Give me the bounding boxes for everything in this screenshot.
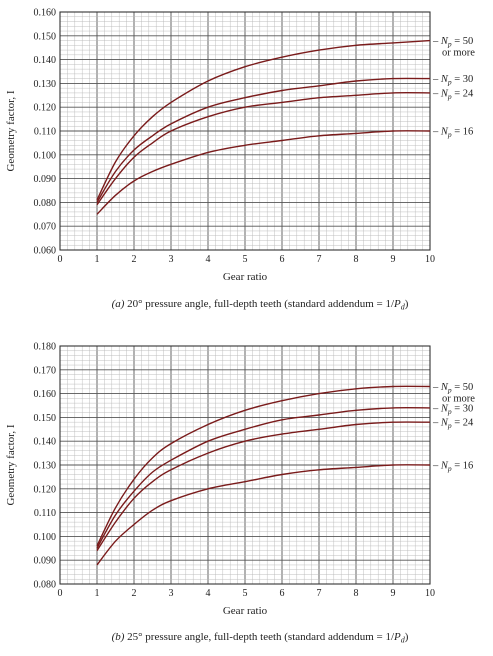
y-tick-label: 0.080 [34,580,57,591]
y-tick-label: 0.120 [34,484,57,495]
y-tick-label: 0.080 [34,198,57,209]
series-line [96,421,431,552]
x-tick-label: 2 [132,588,137,599]
series-label: – Np = 30 [432,74,473,87]
chart-caption: (a) 20° pressure angle, full-depth teeth… [112,298,409,312]
series-line [96,130,431,215]
x-axis-label: Gear ratio [223,605,268,617]
x-tick-label: 10 [425,588,435,599]
y-tick-label: 0.170 [34,365,57,376]
y-tick-label: 0.090 [34,174,57,185]
y-tick-label: 0.090 [34,556,57,567]
y-tick-label: 0.120 [34,103,57,114]
x-tick-label: 3 [169,588,174,599]
y-tick-label: 0.160 [34,389,57,400]
series-line [96,39,431,201]
y-tick-label: 0.100 [34,532,57,543]
x-tick-label: 0 [58,588,63,599]
y-tick-label: 0.140 [34,55,57,66]
series-label-extra: or more [442,48,475,59]
x-tick-label: 7 [317,254,322,265]
series-label: – Np = 30 [432,403,473,416]
y-tick-label: 0.070 [34,222,57,233]
series-line [96,77,431,203]
x-tick-label: 5 [243,588,248,599]
x-tick-label: 8 [354,254,359,265]
series-label: – Np = 16 [432,461,473,474]
series-line [96,385,431,547]
y-tick-label: 0.060 [34,246,57,257]
x-tick-label: 5 [243,254,248,265]
series-label: – Np = 50 [432,382,473,395]
series-line [96,407,431,549]
series-label: – Np = 24 [432,418,474,431]
x-tick-label: 7 [317,588,322,599]
x-tick-label: 9 [391,588,396,599]
x-axis-label: Gear ratio [223,271,268,283]
y-axis-label: Geometry factor, I [5,90,17,171]
chart-caption: (b) 25° pressure angle, full-depth teeth… [112,631,409,645]
x-tick-label: 10 [425,254,435,265]
x-tick-label: 4 [206,254,211,265]
x-tick-label: 8 [354,588,359,599]
x-tick-label: 1 [95,254,100,265]
grid [59,11,431,251]
series-label: – Np = 24 [432,88,474,101]
series-label: – Np = 50 [432,36,473,49]
x-tick-label: 1 [95,588,100,599]
series-label: – Np = 16 [432,127,473,140]
y-tick-label: 0.110 [34,127,56,138]
x-tick-label: 6 [280,254,285,265]
series-line [96,92,431,206]
series-label-extra: or more [442,393,475,404]
y-tick-label: 0.140 [34,437,57,448]
grid [59,345,431,585]
chart-panel-b: 0.080 0.090 0.100 0.110 0.120 0.130 0.140 0.150… [5,342,475,645]
x-tick-label: 9 [391,254,396,265]
x-tick-label: 4 [206,588,211,599]
x-tick-label: 6 [280,588,285,599]
chart-panel-a: 0.060 0.070 0.080 0.090 0.100 0.110 0.120 0.130… [5,8,475,312]
x-tick-label: 2 [132,254,137,265]
y-tick-label: 0.110 [34,508,56,519]
y-tick-label: 0.160 [34,8,57,19]
y-tick-label: 0.130 [34,461,57,472]
x-tick-label: 0 [58,254,63,265]
x-tick-label: 3 [169,254,174,265]
y-tick-label: 0.130 [34,79,57,90]
y-tick-label: 0.180 [34,342,57,353]
y-tick-label: 0.150 [34,31,57,42]
y-tick-label: 0.100 [34,150,57,161]
y-tick-label: 0.150 [34,413,57,424]
series-line [96,464,431,566]
y-axis-label: Geometry factor, I [5,424,17,505]
